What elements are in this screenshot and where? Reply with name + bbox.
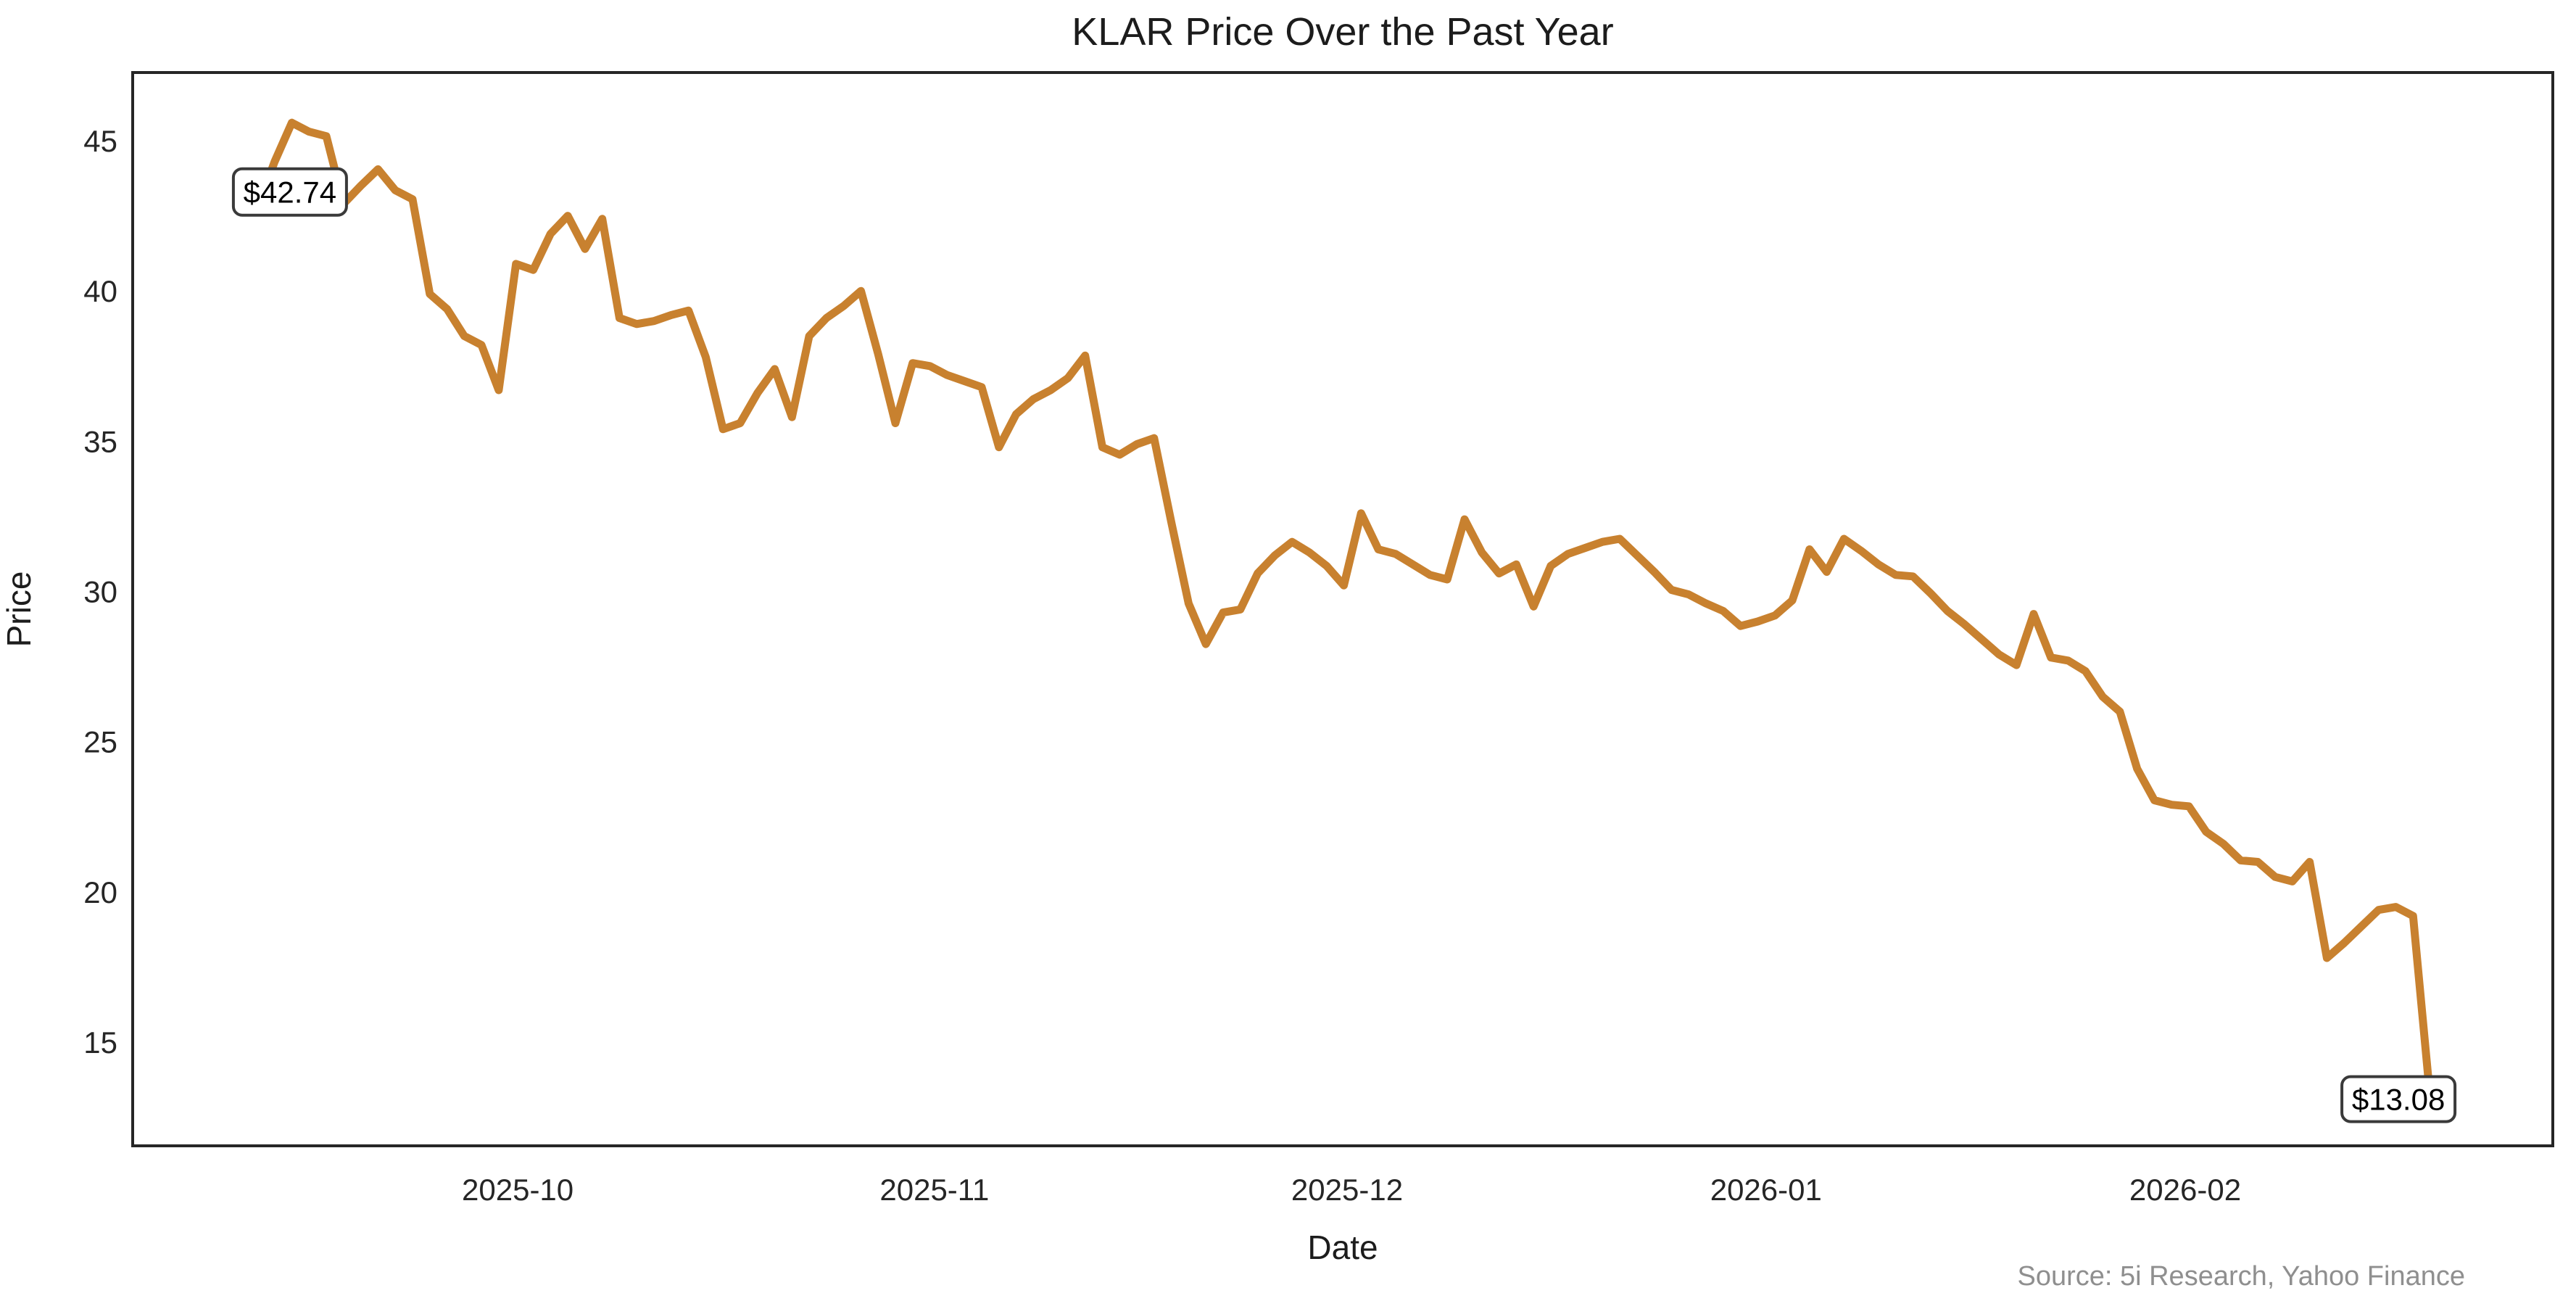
price-line-series: [253, 118, 2435, 1104]
x-tick-label: 2025-11: [879, 1173, 989, 1207]
annotation-end: $13.08: [2340, 1075, 2457, 1123]
chart-title: KLAR Price Over the Past Year: [1072, 10, 1613, 54]
x-axis-title: Date: [1307, 1229, 1378, 1266]
annotation-end-box: [2340, 1075, 2457, 1123]
x-tick-label: 2025-10: [462, 1173, 573, 1207]
y-axis-title: Price: [0, 571, 38, 648]
annotation-start-box: [231, 167, 348, 217]
annotation-start: $42.74: [231, 167, 348, 217]
y-tick-label: 25: [83, 725, 117, 759]
y-tick-label: 15: [83, 1025, 117, 1060]
y-tick-label: 40: [83, 274, 117, 308]
x-tick-label: 2026-01: [1710, 1173, 1822, 1207]
annotation-start-label: $42.74: [244, 176, 336, 210]
plot-border: [131, 71, 2554, 1147]
source-note: Source: 5i Research, Yahoo Finance: [2017, 1261, 2465, 1292]
y-tick-label: 35: [83, 424, 117, 458]
y-tick-label: 45: [83, 124, 117, 158]
annotation-end-label: $13.08: [2352, 1083, 2445, 1117]
x-axis-tick-labels: 2025-10 2025-11 2025-12 2026-01 2026-02: [462, 1173, 2241, 1207]
x-tick-label: 2025-12: [1291, 1173, 1403, 1207]
y-tick-label: 20: [83, 875, 117, 909]
y-axis-tick-labels: 15 20 25 30 35 40 45: [83, 124, 117, 1060]
y-tick-label: 30: [83, 575, 117, 609]
x-tick-label: 2026-02: [2129, 1173, 2241, 1207]
